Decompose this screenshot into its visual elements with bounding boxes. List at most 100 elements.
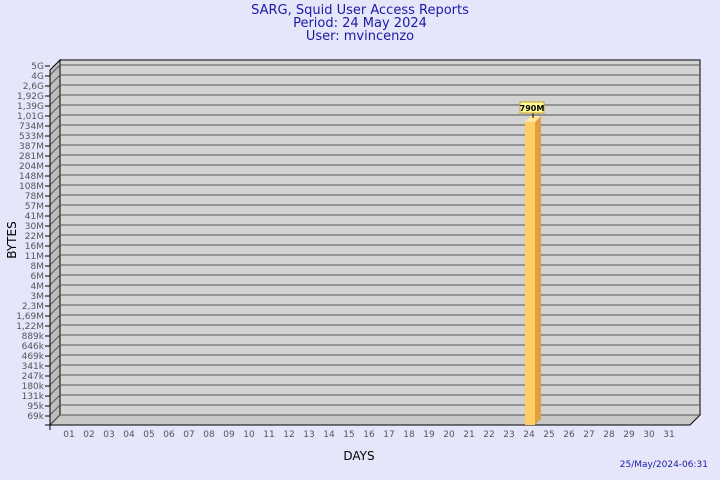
y-tick-label: 469k bbox=[22, 352, 45, 362]
side-gridline bbox=[49, 204, 61, 216]
y-tick-label: 2,6G bbox=[23, 82, 44, 92]
chart-title: SARG, Squid User Access Reports bbox=[251, 3, 469, 18]
x-tick-label: 20 bbox=[443, 430, 455, 440]
x-tick-label: 01 bbox=[63, 430, 74, 440]
side-gridline bbox=[49, 354, 61, 366]
y-tick-label: 180k bbox=[22, 382, 45, 392]
side-gridline bbox=[49, 394, 61, 406]
x-tick-label: 23 bbox=[503, 430, 514, 440]
y-tick-label: 646k bbox=[22, 342, 45, 352]
x-tick-label: 27 bbox=[583, 430, 594, 440]
y-tick-label: 131k bbox=[22, 392, 45, 402]
side-gridline bbox=[49, 374, 61, 386]
side-gridline bbox=[49, 264, 61, 276]
x-tick-label: 02 bbox=[83, 430, 94, 440]
x-tick-label: 25 bbox=[543, 430, 554, 440]
x-tick-label: 28 bbox=[603, 430, 615, 440]
y-tick-label: 22M bbox=[25, 232, 44, 242]
bar-side bbox=[535, 116, 541, 425]
y-tick-label: 16M bbox=[25, 242, 44, 252]
side-gridline bbox=[49, 244, 61, 256]
y-tick-label: 1,39G bbox=[17, 102, 44, 112]
y-tick-label: 5G bbox=[31, 62, 44, 72]
side-gridline bbox=[49, 184, 61, 196]
side-gridline bbox=[49, 74, 61, 86]
side-gridline bbox=[49, 384, 61, 396]
y-tick-label: 69k bbox=[27, 412, 44, 422]
x-tick-label: 13 bbox=[303, 430, 314, 440]
y-tick-label: 247k bbox=[22, 372, 45, 382]
y-tick-label: 108M bbox=[19, 182, 44, 192]
x-tick-label: 16 bbox=[363, 430, 375, 440]
data-label-box bbox=[519, 101, 545, 114]
x-tick-label: 17 bbox=[383, 430, 394, 440]
bar-top bbox=[525, 116, 541, 122]
side-gridline bbox=[49, 164, 61, 176]
data-label: 790M bbox=[520, 104, 545, 113]
y-tick-label: 78M bbox=[25, 192, 44, 202]
x-tick-label: 12 bbox=[283, 430, 294, 440]
x-tick-label: 19 bbox=[423, 430, 435, 440]
side-gridline bbox=[49, 324, 61, 336]
y-tick-label: 1,22M bbox=[16, 322, 44, 332]
x-tick-label: 24 bbox=[523, 430, 535, 440]
side-gridline bbox=[49, 144, 61, 156]
side-gridline bbox=[49, 284, 61, 296]
x-tick-label: 22 bbox=[483, 430, 494, 440]
side-gridline bbox=[49, 84, 61, 96]
y-tick-label: 4G bbox=[31, 72, 44, 82]
side-gridline bbox=[49, 194, 61, 206]
side-gridline bbox=[49, 304, 61, 316]
y-tick-label: 30M bbox=[25, 222, 44, 232]
chart-period: Period: 24 May 2024 bbox=[293, 16, 427, 31]
x-tick-label: 31 bbox=[663, 430, 674, 440]
side-gridline bbox=[49, 64, 61, 76]
x-tick-label: 18 bbox=[403, 430, 415, 440]
chart-user: User: mvincenzo bbox=[305, 29, 415, 44]
x-tick-label: 29 bbox=[623, 430, 635, 440]
side-gridline bbox=[49, 134, 61, 146]
side-gridline bbox=[49, 174, 61, 186]
y-tick-label: 11M bbox=[25, 252, 44, 262]
y-tick-label: 1,69M bbox=[16, 312, 44, 322]
x-tick-label: 26 bbox=[563, 430, 575, 440]
y-tick-label: 4M bbox=[31, 282, 45, 292]
x-tick-label: 06 bbox=[163, 430, 175, 440]
bar-front bbox=[525, 122, 535, 425]
y-tick-label: 281M bbox=[19, 152, 44, 162]
y-tick-label: 1,01G bbox=[17, 112, 44, 122]
y-axis-label: BYTES bbox=[5, 221, 19, 258]
x-tick-label: 11 bbox=[263, 430, 274, 440]
y-tick-label: 1,92G bbox=[17, 92, 44, 102]
floor bbox=[48, 414, 702, 426]
y-tick-label: 148M bbox=[19, 172, 44, 182]
side-gridline bbox=[49, 154, 61, 166]
x-tick-label: 09 bbox=[223, 430, 235, 440]
x-tick-label: 14 bbox=[323, 430, 335, 440]
y-tick-label: 533M bbox=[19, 132, 44, 142]
side-gridline bbox=[49, 234, 61, 246]
side-gridline bbox=[49, 294, 61, 306]
y-tick-label: 387M bbox=[19, 142, 44, 152]
x-tick-label: 08 bbox=[203, 430, 215, 440]
y-tick-label: 6M bbox=[31, 272, 45, 282]
x-tick-label: 10 bbox=[243, 430, 255, 440]
y-tick-label: 2,3M bbox=[22, 302, 44, 312]
x-tick-label: 15 bbox=[343, 430, 354, 440]
x-tick-label: 07 bbox=[183, 430, 194, 440]
x-tick-label: 05 bbox=[143, 430, 154, 440]
back-wall bbox=[59, 59, 701, 416]
side-gridline bbox=[49, 114, 61, 126]
x-axis-label: DAYS bbox=[343, 449, 374, 463]
x-tick-label: 03 bbox=[103, 430, 114, 440]
y-tick-label: 889k bbox=[22, 332, 45, 342]
side-gridline bbox=[49, 94, 61, 106]
side-gridline bbox=[49, 254, 61, 266]
y-tick-label: 57M bbox=[25, 202, 44, 212]
y-tick-label: 734M bbox=[19, 122, 44, 132]
side-gridline bbox=[49, 334, 61, 346]
y-tick-label: 41M bbox=[25, 212, 44, 222]
x-tick-label: 04 bbox=[123, 430, 135, 440]
